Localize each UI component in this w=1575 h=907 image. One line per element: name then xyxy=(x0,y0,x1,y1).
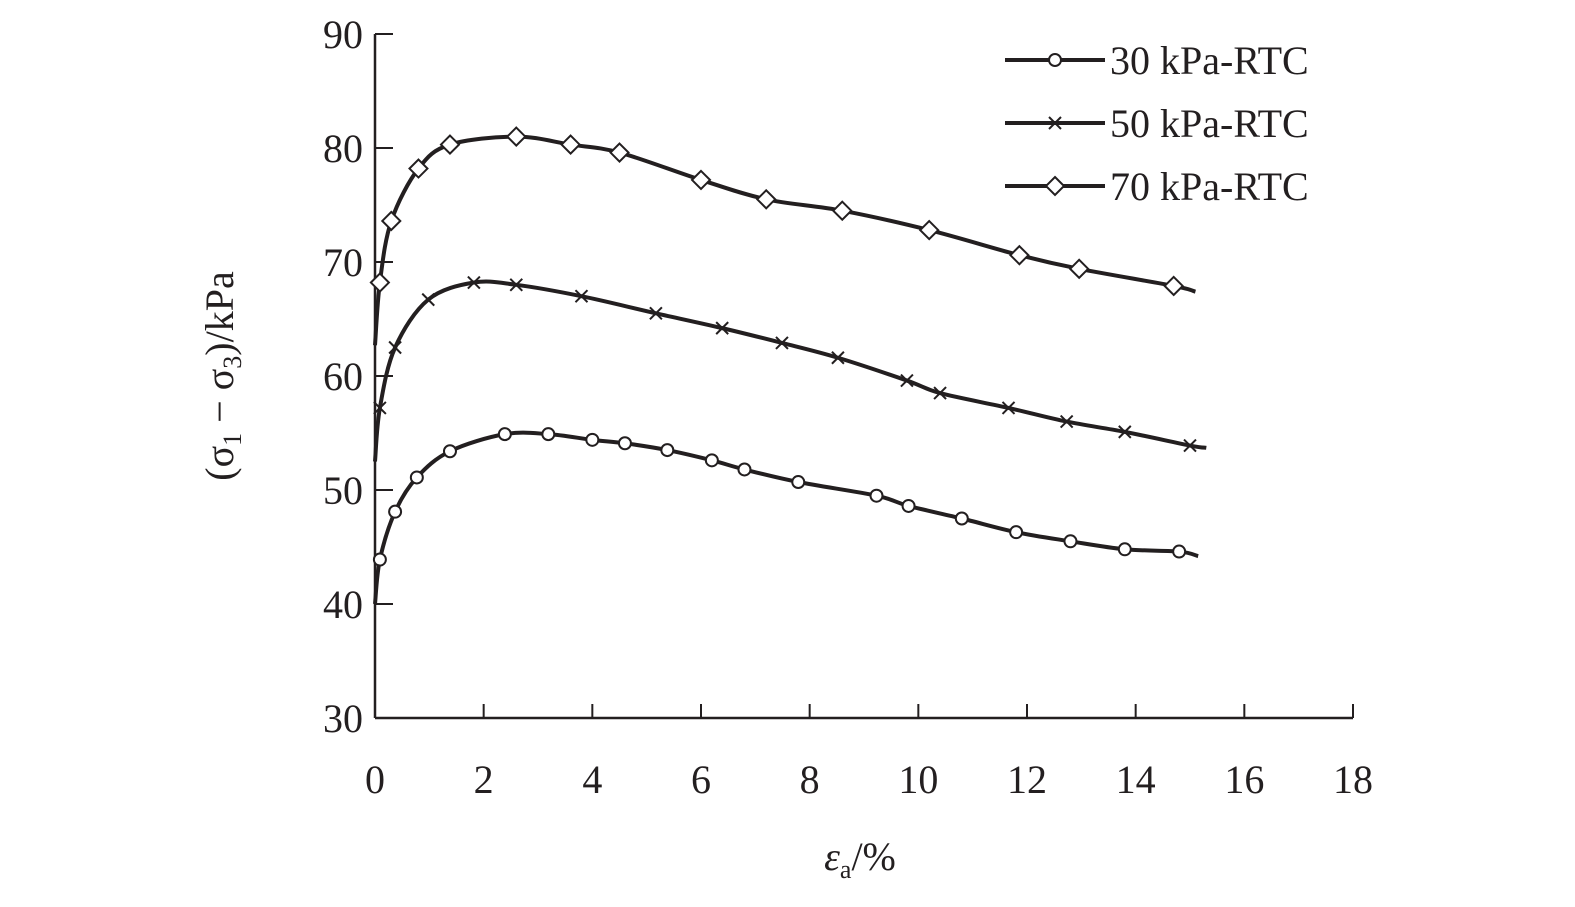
cross-marker xyxy=(1059,414,1074,429)
cross-marker xyxy=(715,321,729,335)
circle-marker xyxy=(1048,53,1062,67)
y-tick-label: 40 xyxy=(323,582,363,627)
y-tick-label: 30 xyxy=(323,696,363,741)
circle-marker xyxy=(1172,544,1187,559)
cross-marker xyxy=(831,351,845,365)
diamond-marker xyxy=(560,134,582,155)
circle-marker xyxy=(1063,534,1078,549)
series-group xyxy=(369,126,1207,605)
cross-marker xyxy=(574,289,589,303)
series-cross xyxy=(373,275,1207,462)
diamond-marker xyxy=(690,169,712,191)
x-axis-label: εa/% xyxy=(824,834,896,884)
cross-marker xyxy=(373,401,387,415)
diamond-marker xyxy=(380,210,402,232)
axes: 30 40 50 60 70 80 90 0 2 4 6 8 10 12 14 16 18 xyxy=(323,12,1373,802)
y-tick-label: 70 xyxy=(323,240,363,285)
circle-marker xyxy=(737,462,752,477)
x-tick-label: 14 xyxy=(1116,757,1156,802)
legend-label: 50 kPa-RTC xyxy=(1110,101,1309,146)
y-tick-label: 50 xyxy=(323,468,363,513)
circle-marker xyxy=(1009,525,1024,540)
legend-label: 30 kPa-RTC xyxy=(1110,38,1309,83)
diamond-marker xyxy=(408,158,429,179)
legend: 30 kPa-RTC 50 kPa-RTC 70 kPa-RTC xyxy=(1005,38,1309,209)
circle-marker xyxy=(409,470,424,485)
diamond-marker xyxy=(755,188,777,210)
circle-marker xyxy=(388,504,403,519)
diamond-marker xyxy=(505,126,527,148)
cross-marker xyxy=(509,278,523,292)
diamond-marker xyxy=(1044,175,1066,197)
legend-label: 70 kPa-RTC xyxy=(1110,164,1309,209)
diamond-marker xyxy=(918,219,940,241)
x-tick-label: 12 xyxy=(1007,757,1047,802)
x-tick-label: 16 xyxy=(1224,757,1264,802)
circle-marker xyxy=(869,488,884,503)
circle-marker xyxy=(791,475,806,490)
circle-marker xyxy=(901,498,916,513)
circle-marker xyxy=(617,436,632,451)
x-tick-label: 6 xyxy=(691,757,711,802)
circle-marker xyxy=(660,443,675,458)
y-axis-label: (σ1 − σ3)/kPa xyxy=(197,271,247,481)
circle-marker xyxy=(704,453,719,468)
circle-marker xyxy=(372,552,387,567)
x-tick-label: 8 xyxy=(800,757,820,802)
diamond-marker xyxy=(1008,244,1030,266)
series-circle xyxy=(372,427,1199,605)
circle-marker xyxy=(585,432,600,447)
diamond-marker xyxy=(1163,275,1185,297)
y-tick-label: 60 xyxy=(323,354,363,399)
series-diamond xyxy=(369,126,1197,346)
y-tick-label: 90 xyxy=(323,12,363,57)
diamond-marker xyxy=(439,134,461,155)
cross-marker xyxy=(1183,438,1197,453)
cross-marker xyxy=(421,292,435,307)
diamond-marker xyxy=(831,200,853,222)
cross-marker xyxy=(900,373,914,388)
x-tick-label: 0 xyxy=(365,757,385,802)
circle-marker xyxy=(1117,542,1132,557)
cross-marker xyxy=(388,340,402,355)
cross-marker xyxy=(775,336,789,350)
cross-marker xyxy=(467,275,481,290)
x-tick-label: 4 xyxy=(582,757,602,802)
x-tick-label: 2 xyxy=(474,757,494,802)
cross-marker xyxy=(1001,401,1016,415)
cross-marker xyxy=(1048,116,1062,130)
diamond-marker xyxy=(369,272,391,293)
x-tick-label: 18 xyxy=(1333,757,1373,802)
series-line xyxy=(373,430,1199,605)
series-line xyxy=(373,134,1197,346)
diamond-marker xyxy=(609,142,630,163)
x-tick-label: 10 xyxy=(898,757,938,802)
circle-marker xyxy=(497,427,512,442)
cross-marker xyxy=(933,386,947,400)
cross-marker xyxy=(649,306,663,321)
y-tick-label: 80 xyxy=(323,126,363,171)
circle-marker xyxy=(541,427,556,442)
cross-marker xyxy=(1118,425,1132,439)
circle-marker xyxy=(442,444,457,459)
diamond-marker xyxy=(1068,258,1090,280)
circle-marker xyxy=(954,511,969,526)
